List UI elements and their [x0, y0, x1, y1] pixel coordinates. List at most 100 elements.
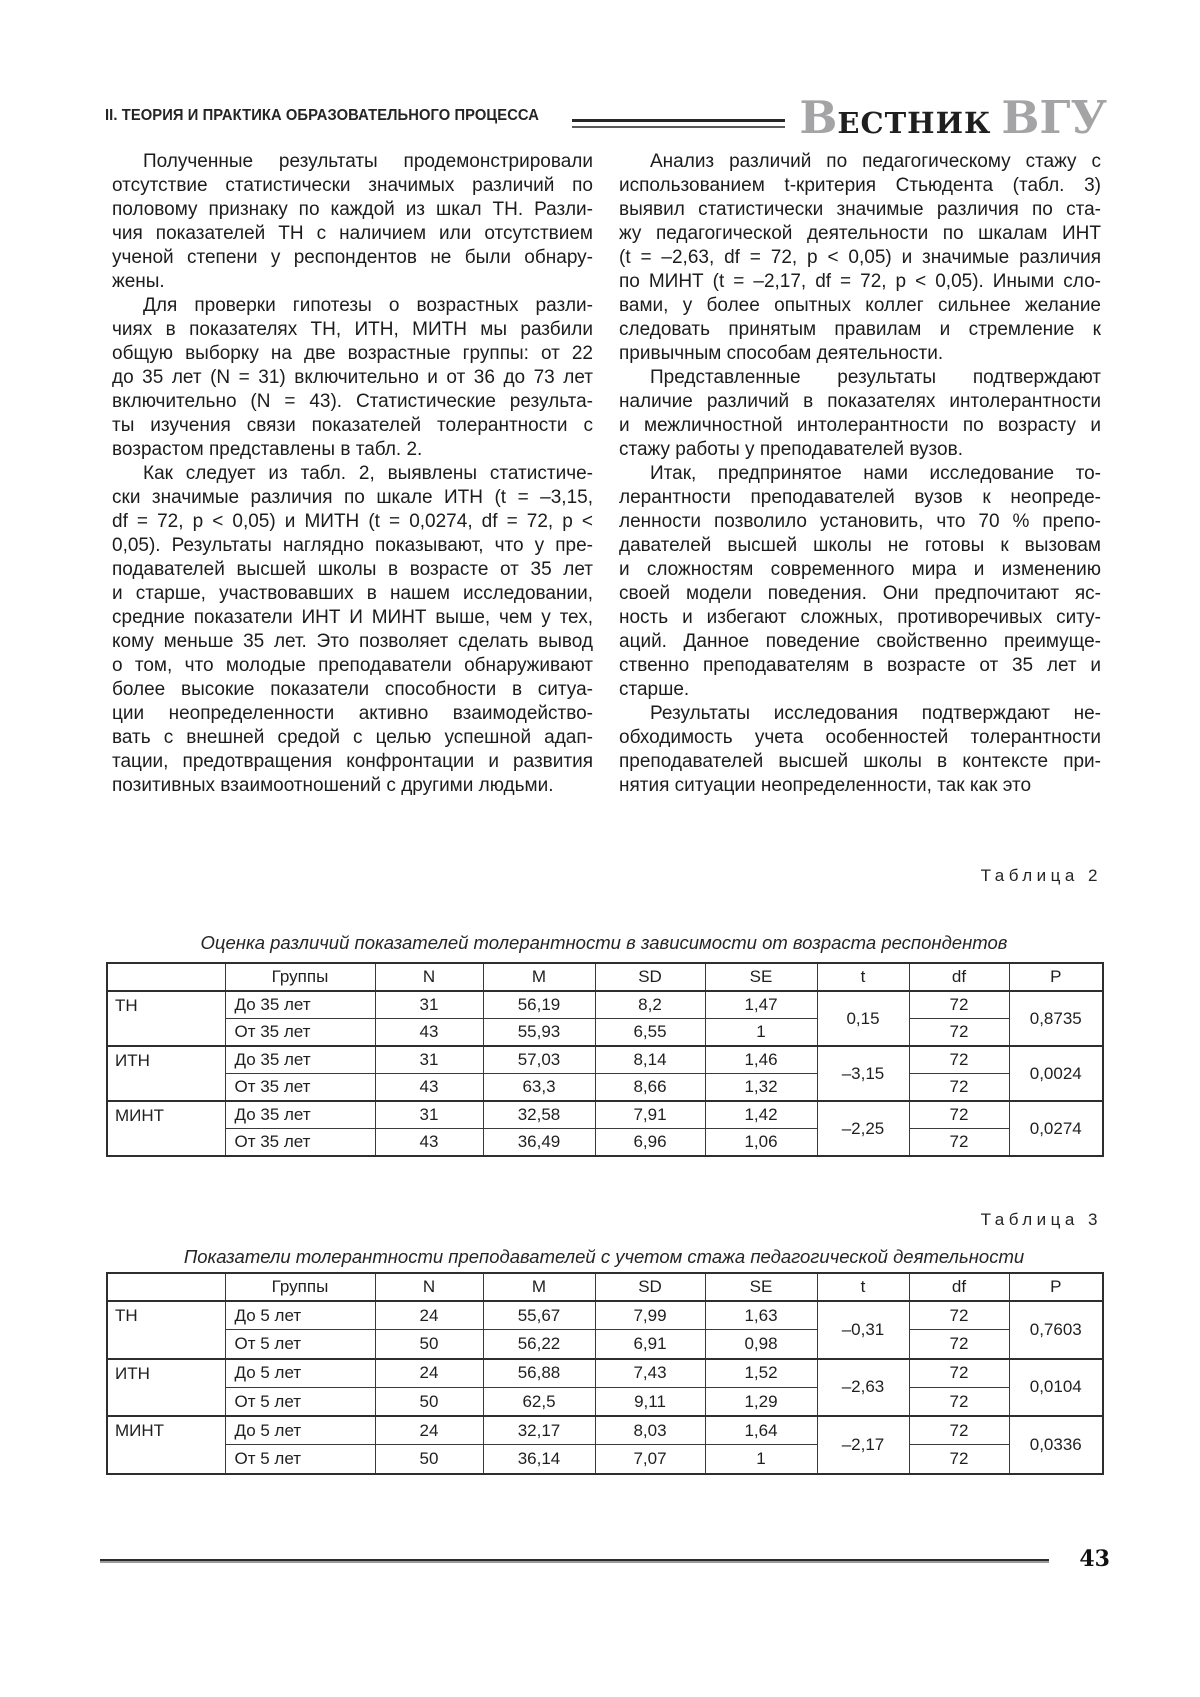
page-footer: 43 [100, 1548, 1110, 1570]
table-cell: 0,7603 [1008, 1300, 1104, 1360]
table-cell: 1,42 [704, 1100, 818, 1129]
data-table: Группы N M SD SE t df P ТН До 5 лет 24 55,67 7,99 1,6… [106, 1272, 1104, 1475]
table-cell: До 5 лет [224, 1300, 376, 1331]
text-line: обходимость учета особенностей толерантн… [619, 727, 1101, 748]
paragraph: Полученные результаты продемонстрировали… [112, 150, 593, 294]
column-header: df [908, 962, 1010, 992]
table-cell: 0,0104 [1008, 1357, 1104, 1417]
text-line: кому меньше 35 лет. Это позволяет сделат… [112, 631, 593, 652]
table-cell: До 35 лет [224, 990, 376, 1019]
table-cell: 8,2 [594, 990, 706, 1019]
header-row: Группы N M SD SE t df P [106, 962, 1104, 992]
text-line: жены. [112, 271, 165, 292]
text-line: нятия ситуации неопределенности, так как… [619, 775, 1032, 796]
column-header: M [482, 1272, 596, 1302]
text-column-right: Анализ различий по педагогическому стажу… [619, 150, 1101, 798]
text-line: ции неопределенности активно взаимодейст… [112, 703, 593, 724]
table-cell: 1,06 [704, 1128, 818, 1157]
text-line: своей модели поведения. Они предпочитают… [619, 583, 1101, 604]
text-line: аций. Данное поведение свойственно преим… [619, 631, 1101, 652]
table-cell: 72 [908, 1415, 1010, 1446]
table-cell: 72 [908, 1100, 1010, 1129]
table-cell: 57,03 [482, 1045, 596, 1074]
table-row: От 5 лет 50 56,22 6,91 0,98 72 [107, 1329, 1103, 1360]
table-cell: До 35 лет [224, 1100, 376, 1129]
text-line: привычным способам деятельности. [619, 343, 944, 364]
table-cell: 72 [908, 1300, 1010, 1331]
table-cell: 55,67 [482, 1300, 596, 1331]
table-cell: 63,3 [482, 1073, 596, 1102]
paragraph: Для проверки гипотезы о возрастных разли… [112, 294, 593, 462]
column-header: Группы [224, 962, 376, 992]
table-cell: 31 [374, 1045, 484, 1074]
table-cell: 0,0336 [1008, 1415, 1104, 1475]
text-line: средние показатели ИНТ И МИНТ выше, чем … [112, 607, 593, 628]
column-header: N [374, 1272, 484, 1302]
table-cell: 1 [704, 1018, 818, 1047]
table-row: От 5 лет 50 36,14 7,07 1 72 [107, 1444, 1103, 1475]
column-header: df [908, 1272, 1010, 1302]
text-line: старше. [619, 679, 690, 700]
table-cell: От 35 лет [224, 1073, 376, 1102]
double-rule [571, 118, 786, 128]
table-cell: От 5 лет [224, 1386, 376, 1417]
table-cell: 50 [374, 1444, 484, 1475]
text-line: по МИНТ (t = –2,17, df = 72, p < 0,05). … [619, 271, 1101, 292]
text-line: до 35 лет (N = 31) включительно и от 36 … [112, 367, 593, 388]
table-cell: 6,91 [594, 1329, 706, 1360]
text-line: о том, что молодые преподаватели обнаруж… [112, 655, 593, 676]
table-row: МИНТ До 35 лет 31 32,58 7,91 1,42 –2,25 72 0,027… [106, 1100, 1104, 1157]
table-cell: 7,43 [594, 1357, 706, 1388]
table-cell: 62,5 [482, 1386, 596, 1417]
table-cell: 72 [908, 1357, 1010, 1388]
table-3: Группы N M SD SE t df P ТН До 5 лет 24 55,67 7,99 1,6… [106, 1272, 1104, 1475]
text-line: Результаты исследования подтверждают не- [650, 703, 1101, 724]
text-line: и сложностям современного мира и изменен… [619, 559, 1101, 580]
column-header: t [816, 1272, 910, 1302]
table-cell: 6,96 [594, 1128, 706, 1157]
text-line: и старше, участвовавших в нашем исследов… [112, 583, 593, 604]
column-header [106, 1272, 226, 1302]
table-cell: 31 [374, 1100, 484, 1129]
table-3-caption: Показатели толерантности преподавателей … [183, 1246, 1025, 1267]
paragraph: Итак, предпринятое нами исследование то-… [619, 462, 1101, 702]
table-cell: 56,22 [482, 1329, 596, 1360]
table-cell: 1 [704, 1444, 818, 1475]
text-line: ски значимые различия по шкале ИТН (t = … [112, 487, 593, 508]
table-2: Группы N M SD SE t df P ТН До 35 лет 31 56,19 8,2 1,4… [106, 962, 1104, 1157]
column-header: M [482, 962, 596, 992]
section-title: II. ТЕОРИЯ И ПРАКТИКА ОБРАЗОВАТЕЛЬНОГО П… [105, 107, 540, 124]
text-line: 0,05). Результаты наглядно показывают, ч… [112, 535, 593, 556]
paragraph: Представленные результаты подтверждают на… [619, 366, 1101, 462]
table-cell: 1,63 [704, 1300, 818, 1331]
table-cell: 50 [374, 1386, 484, 1417]
table-cell: 7,99 [594, 1300, 706, 1331]
table-cell: От 35 лет [224, 1018, 376, 1047]
table-row: От 35 лет 43 55,93 6,55 1 72 [107, 1018, 1103, 1047]
column-header: P [1008, 1272, 1104, 1302]
table-cell: До 5 лет [224, 1415, 376, 1446]
table-cell: 36,14 [482, 1444, 596, 1475]
table-cell: До 5 лет [224, 1357, 376, 1388]
table-cell: 32,17 [482, 1415, 596, 1446]
table-cell: 0,0024 [1008, 1045, 1104, 1102]
text-line: и межличностной интолерантности по возра… [619, 415, 1101, 436]
table-row: ИТН До 35 лет 31 57,03 8,14 1,46 –3,15 72 0,0024 [106, 1045, 1104, 1102]
table-cell: 1,32 [704, 1073, 818, 1102]
text-line: ленности позволило установить, что 70 % … [619, 511, 1101, 532]
table-cell: ТН [106, 1300, 226, 1360]
text-line: следовать принятым правилам и стремление… [619, 319, 1101, 340]
table-cell: –3,15 [816, 1045, 910, 1102]
text-line: отсутствие статистически значимых различ… [112, 175, 593, 196]
table-cell: 1,46 [704, 1045, 818, 1074]
column-header: SD [594, 962, 706, 992]
table-cell: МИНТ [106, 1100, 226, 1157]
table-2-label: Таблица 2 [980, 866, 1102, 885]
table-cell: 72 [908, 1045, 1010, 1074]
table-cell: 24 [374, 1415, 484, 1446]
footer-rule [100, 1559, 1050, 1563]
table-cell: 43 [374, 1018, 484, 1047]
table-cell: От 5 лет [224, 1329, 376, 1360]
text-line: общую выборку на две возрастные группы: … [112, 343, 593, 364]
